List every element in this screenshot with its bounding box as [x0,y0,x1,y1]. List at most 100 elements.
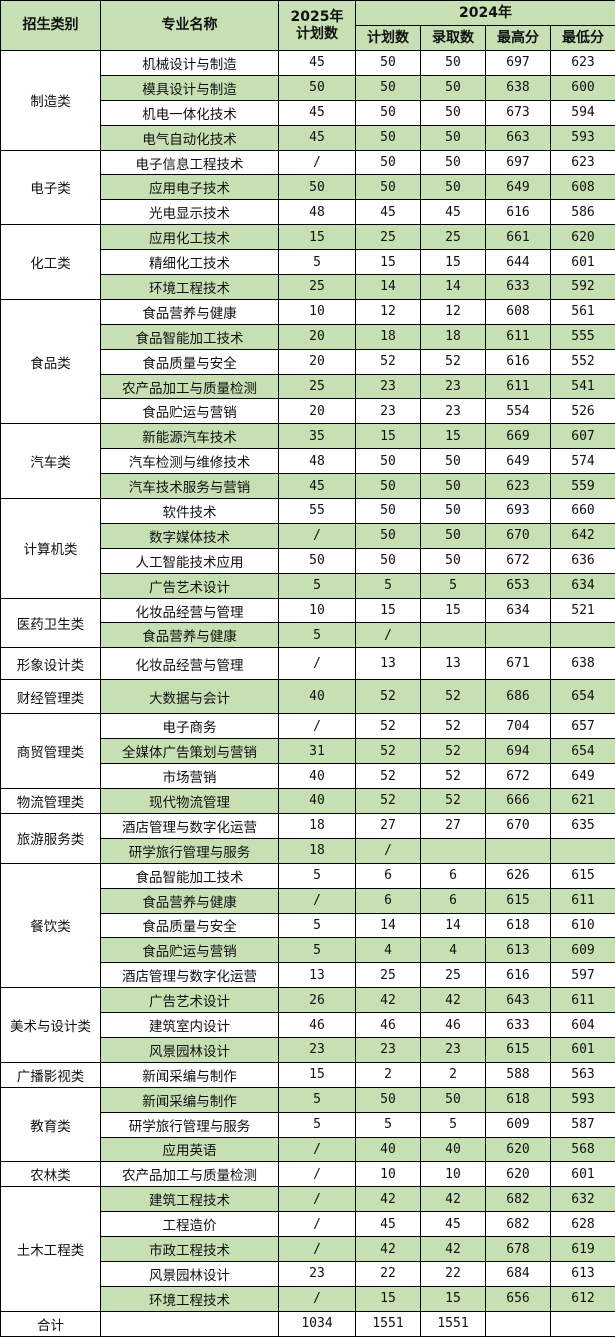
plan-2024-cell: 5 [355,1111,421,1138]
max-score-cell: 633 [485,1012,551,1038]
admitted-2024-cell: 50 [420,174,486,201]
min-score-cell: 568 [549,1136,615,1163]
plan-2025-cell: 10 [278,597,356,624]
table-row: 汽车技术服务与营销 45 50 50 623 559 [1,473,615,500]
header-admitted-2024: 录取数 [420,25,486,51]
plan-2024-cell: 42 [355,1186,421,1213]
min-score-cell: 610 [549,912,615,939]
max-score-cell: 672 [485,547,551,574]
admitted-2024-cell: 50 [420,1086,486,1113]
header-major: 专业名称 [100,0,279,51]
min-score-cell: 593 [549,1086,615,1113]
table-row: 研学旅行管理与服务 18/ [1,837,615,864]
min-score-cell: 634 [549,572,615,599]
plan-2025-cell: 5 [278,862,356,889]
plan-2025-cell: / [278,1211,356,1238]
max-score-cell: 638 [485,74,551,101]
plan-2025-cell: 40 [278,788,356,814]
table-row: 应用电子技术 50 50 50 649 608 [1,174,615,201]
major-name-cell: 食品贮运与营销 [100,398,279,425]
major-name-cell: 环境工程技术 [100,1285,279,1312]
min-score-cell: 623 [549,149,615,176]
table-row: 物流管理类 现代物流管理 40 52 52 666 621 [0,788,615,814]
max-score-cell: 693 [485,498,551,524]
category-cell: 食品类 [0,298,101,425]
admitted-2024-cell: 52 [420,788,486,814]
plan-2024-cell: 50 [355,522,421,549]
major-name-cell: 化妆品经营与管理 [100,597,279,624]
table-row: 机电一体化技术 45 50 50 673 594 [1,99,615,126]
min-score-cell: 649 [549,763,615,790]
admitted-2024-cell: 15 [420,249,486,276]
table-row: 食品类 食品营养与健康 10 12 12 608 561 [0,298,615,425]
major-name-cell: 大数据与会计 [100,679,279,715]
major-name-cell: 化妆品经营与管理 [100,647,279,681]
plan-2025-cell: / [278,1161,356,1188]
min-score-cell: 563 [549,1061,615,1088]
admitted-2024-cell: 52 [420,348,486,375]
plan-2025-cell: 45 [278,99,356,126]
max-score-cell: 663 [485,124,551,151]
plan-2024-cell: 5 [355,572,421,599]
admitted-2024-cell: 25 [420,962,486,989]
major-name-cell: 精细化工技术 [100,249,279,276]
plan-2024-cell: 27 [355,812,421,839]
min-score-cell: 611 [549,887,615,914]
major-name-cell: 风景园林设计 [100,1260,279,1287]
table-row: 研学旅行管理与服务 5 5 5 609 587 [1,1111,615,1138]
plan-2025-cell: / [278,887,356,914]
table-row: 计算机类 软件技术 55 50 50 693 660 [0,498,615,599]
min-score-cell: 632 [549,1186,615,1213]
plan-2024-cell: 52 [355,738,421,765]
plan-2024-cell: 10 [355,1161,421,1188]
total-max-score-cell [485,1310,551,1337]
major-name-cell: 模具设计与制造 [100,74,279,101]
table-row: 化工类 应用化工技术 15 25 25 661 620 [0,224,615,300]
table-row: 酒店管理与数字化运营 13 25 25 616 597 [1,962,615,989]
plan-2024-cell: 4 [355,937,421,964]
plan-2025-cell: 15 [278,224,356,251]
plan-2025-cell: 18 [278,837,356,864]
max-score-cell: 615 [485,887,551,914]
min-score-cell: 594 [549,99,615,126]
category-cell: 医药卫生类 [0,597,101,649]
admitted-2024-cell [420,837,486,864]
max-score-cell: 613 [485,937,551,964]
plan-2024-cell: 25 [355,962,421,989]
admitted-2024-cell: 2 [420,1061,486,1088]
min-score-cell: 526 [549,398,615,425]
admitted-2024-cell: 12 [420,298,486,325]
major-name-cell: 机电一体化技术 [100,99,279,126]
major-name-cell: 机械设计与制造 [100,50,279,76]
plan-2025-cell: 5 [278,1111,356,1138]
admitted-2024-cell: 22 [420,1260,486,1287]
admitted-2024-cell: 50 [420,99,486,126]
table-row: 医药卫生类 化妆品经营与管理 10 15 15 634 521 [0,597,615,649]
plan-2025-cell: 5 [278,1086,356,1113]
category-cell: 美术与设计类 [0,987,101,1063]
admitted-2024-cell: 52 [420,713,486,740]
admitted-2024-cell: 4 [420,937,486,964]
total-plan2024-cell: 1551 [355,1310,421,1337]
plan-2024-cell: 50 [355,124,421,151]
table-row: 光电显示技术 48 45 45 616 586 [1,199,615,226]
max-score-cell: 608 [485,298,551,325]
plan-2024-cell: 45 [355,199,421,226]
major-name-cell: 建筑室内设计 [100,1012,279,1038]
admitted-2024-cell: 15 [420,423,486,450]
min-score-cell: 657 [549,713,615,740]
major-name-cell: 食品智能加工技术 [100,862,279,889]
plan-2025-cell: 26 [278,987,356,1014]
header-plan-2024: 计划数 [355,25,421,51]
major-name-cell: 食品营养与健康 [100,622,279,649]
category-cell: 汽车类 [0,423,101,500]
plan-2024-cell: 6 [355,862,421,889]
table-row: 财经管理类 大数据与会计 40 52 52 686 654 [0,679,615,715]
admitted-2024-cell: 50 [420,124,486,151]
table-row: 农产品加工与质量检测 25 23 23 611 541 [1,373,615,400]
total-plan2025-cell: 1034 [278,1310,356,1337]
admitted-2024-cell [420,622,486,649]
major-name-cell: 食品质量与安全 [100,912,279,939]
major-name-cell: 农产品加工与质量检测 [100,1161,279,1188]
plan-2024-cell: 50 [355,498,421,524]
